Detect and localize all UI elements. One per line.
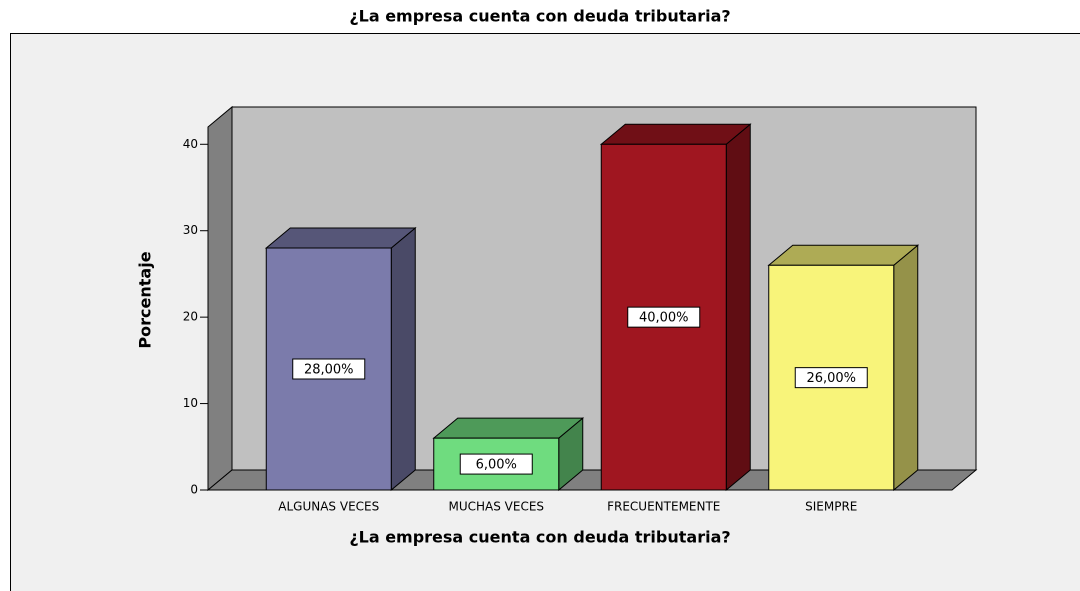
- bar: 26,00%: [767, 244, 920, 492]
- bar-side: [893, 244, 919, 492]
- bar-front: [768, 264, 895, 491]
- value-label-box: [459, 453, 533, 475]
- x-tick-label: FRECUENTEMENTE: [607, 500, 720, 514]
- y-tick-label: 40: [183, 137, 198, 151]
- y-tick-label: 0: [190, 483, 198, 497]
- value-label: 40,00%: [639, 311, 689, 326]
- bar: 40,00%: [599, 123, 752, 492]
- value-label-box: [292, 358, 366, 380]
- bar: 6,00%: [432, 417, 585, 492]
- value-label: 26,00%: [806, 371, 856, 386]
- value-label-box: [627, 306, 701, 328]
- y-tick-label: 30: [183, 223, 198, 237]
- y-axis-title: Porcentaje: [136, 251, 155, 348]
- bar-top: [767, 244, 920, 266]
- bar-side: [725, 123, 751, 492]
- bar-top: [264, 227, 417, 249]
- chart-title: ¿La empresa cuenta con deuda tributaria?: [349, 7, 730, 26]
- y-tick-label: 10: [183, 396, 198, 410]
- bar-side: [390, 226, 416, 492]
- bar-top: [432, 417, 585, 439]
- plot-area: 0 10 20 30 40 28,00% ALGUNAS VECES 6,00% MUCHAS …: [183, 105, 978, 514]
- left-wall: [207, 105, 233, 492]
- value-label: 6,00%: [476, 458, 517, 473]
- bar: 28,00%: [264, 226, 417, 492]
- y-tick-label: 20: [183, 310, 198, 324]
- x-tick-label: SIEMPRE: [805, 500, 857, 514]
- bar-top: [599, 123, 752, 145]
- x-axis-title: ¿La empresa cuenta con deuda tributaria?: [349, 528, 730, 547]
- x-tick-label: MUCHAS VECES: [448, 500, 544, 514]
- value-label-box: [794, 367, 868, 389]
- value-label: 28,00%: [304, 363, 354, 378]
- x-tick-label: ALGUNAS VECES: [278, 500, 379, 514]
